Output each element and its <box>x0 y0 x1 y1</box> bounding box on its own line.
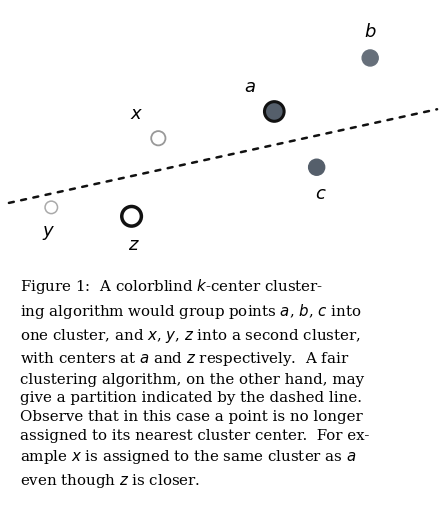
Circle shape <box>45 201 58 214</box>
Circle shape <box>309 159 325 175</box>
Circle shape <box>264 102 284 121</box>
Text: $c$: $c$ <box>315 185 327 203</box>
Circle shape <box>151 131 165 145</box>
Circle shape <box>362 50 378 66</box>
Text: $y$: $y$ <box>42 224 56 242</box>
Circle shape <box>122 206 141 226</box>
Text: Figure 1:  A colorblind $k$-center cluster-
ing algorithm would group points $a$: Figure 1: A colorblind $k$-center cluste… <box>20 278 369 489</box>
Text: $b$: $b$ <box>364 23 376 41</box>
Text: $z$: $z$ <box>128 236 140 254</box>
Text: $x$: $x$ <box>130 105 144 123</box>
Text: $a$: $a$ <box>244 78 256 96</box>
